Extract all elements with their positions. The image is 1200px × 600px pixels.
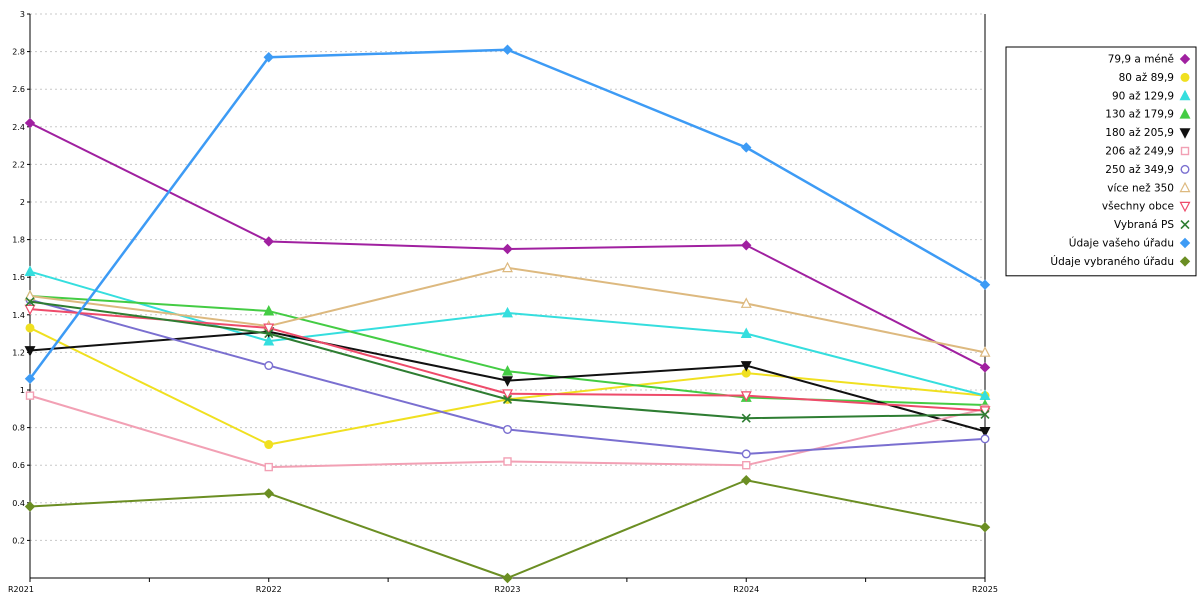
y-axis-labels: 0.2 0.4 0.6 0.8 1 1.2 1.4 1.6 1.8 2 2.2 2.4 2.6 2.8 3 [12,10,25,545]
y-tick-label: 2.4 [12,123,25,132]
y-tick-label: 0.6 [12,461,25,470]
legend-label: 80 až 89,9 [1119,72,1174,84]
legend-item: Údaje vašeho úřadu [1069,237,1191,250]
y-tick-label: 1.6 [12,273,25,282]
legend-item: více než 350 [1107,181,1191,194]
y-tick-label: 1 [20,386,25,395]
y-tick-label: 2 [20,198,25,207]
legend-label: všechny obce [1102,201,1174,213]
legend-label: 206 až 249,9 [1105,146,1174,158]
x-tick-label: R2023 [495,585,521,594]
x-tick-label: R2021 [8,585,34,594]
y-tick-label: 2.8 [12,48,25,57]
legend-item: Vybraná PS [1114,219,1190,231]
x-axis-labels: R2021 R2022 R2023 R2024 R2025 [8,585,998,594]
legend-label: Údaje vybraného úřadu [1050,255,1174,268]
legend-item: 79,9 a méně [1108,54,1191,66]
series-9 [25,297,990,423]
y-tick-label: 1.2 [12,348,25,357]
legend-item: 130 až 179,9 [1105,108,1191,121]
y-tick-label: 0.8 [12,424,25,433]
axes [29,14,986,582]
legend-label: 79,9 a méně [1108,54,1174,66]
legend-label: 90 až 129,9 [1112,90,1174,102]
series-line [29,479,986,579]
legend-label: 250 až 349,9 [1105,164,1174,176]
y-tick-label: 2.6 [12,85,25,94]
y-tick-label: 1.8 [12,236,25,245]
series-10 [24,44,991,384]
legend-label: Údaje vašeho úřadu [1069,237,1174,250]
x-tick-label: R2024 [733,585,759,594]
legend-item: 250 až 349,9 [1105,164,1190,176]
legend-item: všechny obce [1102,201,1191,213]
legend-label: více než 350 [1107,182,1174,194]
legend-item: 80 až 89,9 [1119,72,1190,84]
y-tick-label: 1.4 [12,311,25,320]
series-line [28,48,986,380]
y-tick-label: 3 [20,10,25,19]
series-11 [24,475,991,584]
legend-label: 180 až 205,9 [1105,127,1174,139]
legend-box [1005,46,1197,277]
x-tick-label: R2022 [256,585,282,594]
legend-item: 206 až 249,9 [1105,146,1190,158]
legend-item: 180 až 205,9 [1105,127,1191,139]
legend-label: 130 až 179,9 [1105,109,1174,121]
legend: 79,9 a méně 80 až 89,9 90 až 129,9 130 až 1… [1005,46,1197,277]
series-2 [24,265,991,401]
legend-item: 90 až 129,9 [1112,89,1191,102]
y-tick-label: 0.2 [12,536,25,545]
x-tick-label: R2025 [972,585,998,594]
y-tick-label: 0.4 [12,499,25,508]
legend-label: Vybraná PS [1114,219,1174,231]
series-0 [24,117,991,373]
legend-item: Údaje vybraného úřadu [1050,255,1191,268]
gridlines [27,13,985,541]
y-tick-label: 2.2 [12,160,25,169]
